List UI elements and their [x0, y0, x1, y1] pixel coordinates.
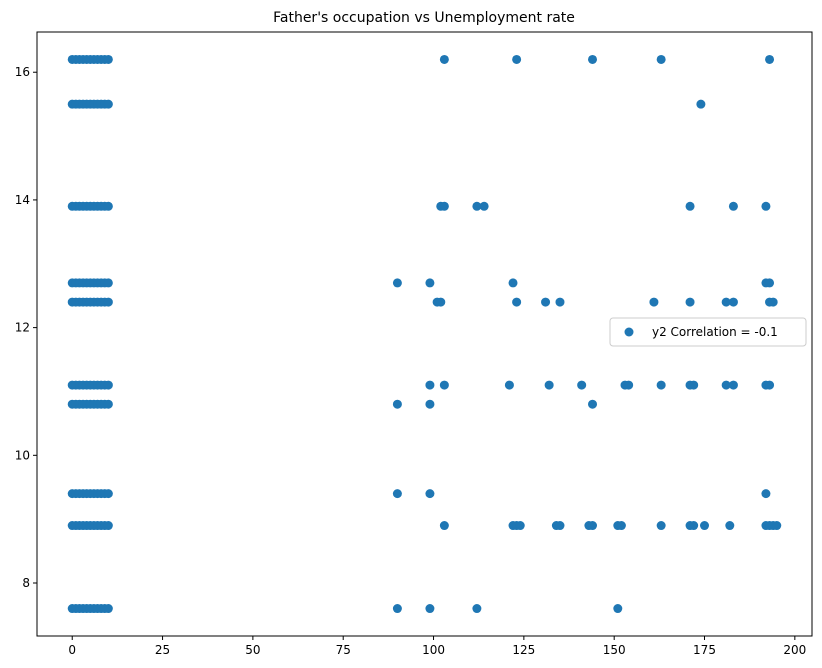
data-point	[555, 297, 565, 307]
data-point	[425, 399, 435, 409]
data-point	[728, 380, 738, 390]
data-point	[685, 201, 695, 211]
data-point	[512, 297, 522, 307]
data-point	[392, 399, 402, 409]
data-point-cluster	[103, 521, 113, 531]
data-point	[439, 521, 449, 531]
data-point	[700, 521, 710, 531]
chart-title: Father's occupation vs Unemployment rate	[273, 10, 575, 26]
data-point	[689, 380, 699, 390]
data-point	[728, 297, 738, 307]
data-point	[439, 201, 449, 211]
data-point-cluster	[103, 380, 113, 390]
x-tick-label: 100	[422, 643, 445, 657]
x-tick-label: 25	[155, 643, 170, 657]
data-point	[725, 521, 735, 531]
x-tick-label: 125	[512, 643, 535, 657]
data-point	[656, 380, 666, 390]
y-tick-label: 8	[22, 576, 30, 590]
y-tick-label: 16	[15, 65, 30, 79]
data-point-cluster	[103, 297, 113, 307]
points-layer	[67, 54, 782, 614]
data-point	[761, 201, 771, 211]
data-point	[761, 489, 771, 499]
data-point	[772, 521, 782, 531]
data-point	[515, 521, 525, 531]
data-point	[472, 201, 482, 211]
data-point	[649, 297, 659, 307]
y-tick-label: 12	[15, 321, 30, 335]
data-point	[685, 297, 695, 307]
legend-box	[609, 317, 807, 347]
data-point	[765, 278, 775, 288]
data-point	[577, 380, 587, 390]
data-point	[765, 54, 775, 64]
data-point	[512, 54, 522, 64]
data-point-cluster	[103, 278, 113, 288]
x-tick-label: 200	[783, 643, 806, 657]
data-point	[544, 380, 554, 390]
data-point	[479, 201, 489, 211]
data-point	[728, 201, 738, 211]
axes-frame	[36, 31, 813, 637]
data-point	[613, 604, 623, 614]
y-tick-label: 14	[15, 193, 30, 207]
x-axis: 0 25 50 75 100 125 150 175 200	[68, 636, 806, 657]
data-point	[425, 380, 435, 390]
x-tick-label: 0	[68, 643, 76, 657]
data-point	[656, 521, 666, 531]
data-point	[392, 604, 402, 614]
data-point	[425, 604, 435, 614]
data-point	[588, 399, 598, 409]
x-tick-label: 175	[693, 643, 716, 657]
data-point	[721, 380, 731, 390]
data-point	[616, 521, 626, 531]
legend: y2 Correlation = -0.1	[609, 317, 807, 347]
data-point-cluster	[103, 604, 113, 614]
data-point	[689, 521, 699, 531]
x-tick-label: 150	[603, 643, 626, 657]
data-point	[436, 297, 446, 307]
data-point-cluster	[103, 54, 113, 64]
data-point	[624, 380, 634, 390]
data-point-cluster	[103, 99, 113, 109]
x-tick-label: 50	[245, 643, 260, 657]
data-point	[472, 604, 482, 614]
data-point	[392, 278, 402, 288]
data-point	[588, 54, 598, 64]
data-point	[765, 380, 775, 390]
x-tick-label: 75	[336, 643, 351, 657]
data-point	[656, 54, 666, 64]
data-point-cluster	[103, 201, 113, 211]
data-point	[588, 521, 598, 531]
y-tick-label: 10	[15, 448, 30, 462]
data-point	[721, 297, 731, 307]
data-point	[768, 297, 778, 307]
legend-label: y2 Correlation = -0.1	[652, 325, 778, 339]
data-point	[439, 380, 449, 390]
data-point-cluster	[103, 399, 113, 409]
data-point	[508, 278, 518, 288]
data-point	[425, 489, 435, 499]
data-point	[439, 54, 449, 64]
legend-marker	[624, 327, 634, 337]
data-point-cluster	[103, 489, 113, 499]
data-point	[425, 278, 435, 288]
data-point	[555, 521, 565, 531]
data-point	[696, 99, 706, 109]
data-point	[541, 297, 551, 307]
data-point	[392, 489, 402, 499]
y-axis: 8 10 12 14 16	[15, 65, 37, 590]
data-point	[504, 380, 514, 390]
